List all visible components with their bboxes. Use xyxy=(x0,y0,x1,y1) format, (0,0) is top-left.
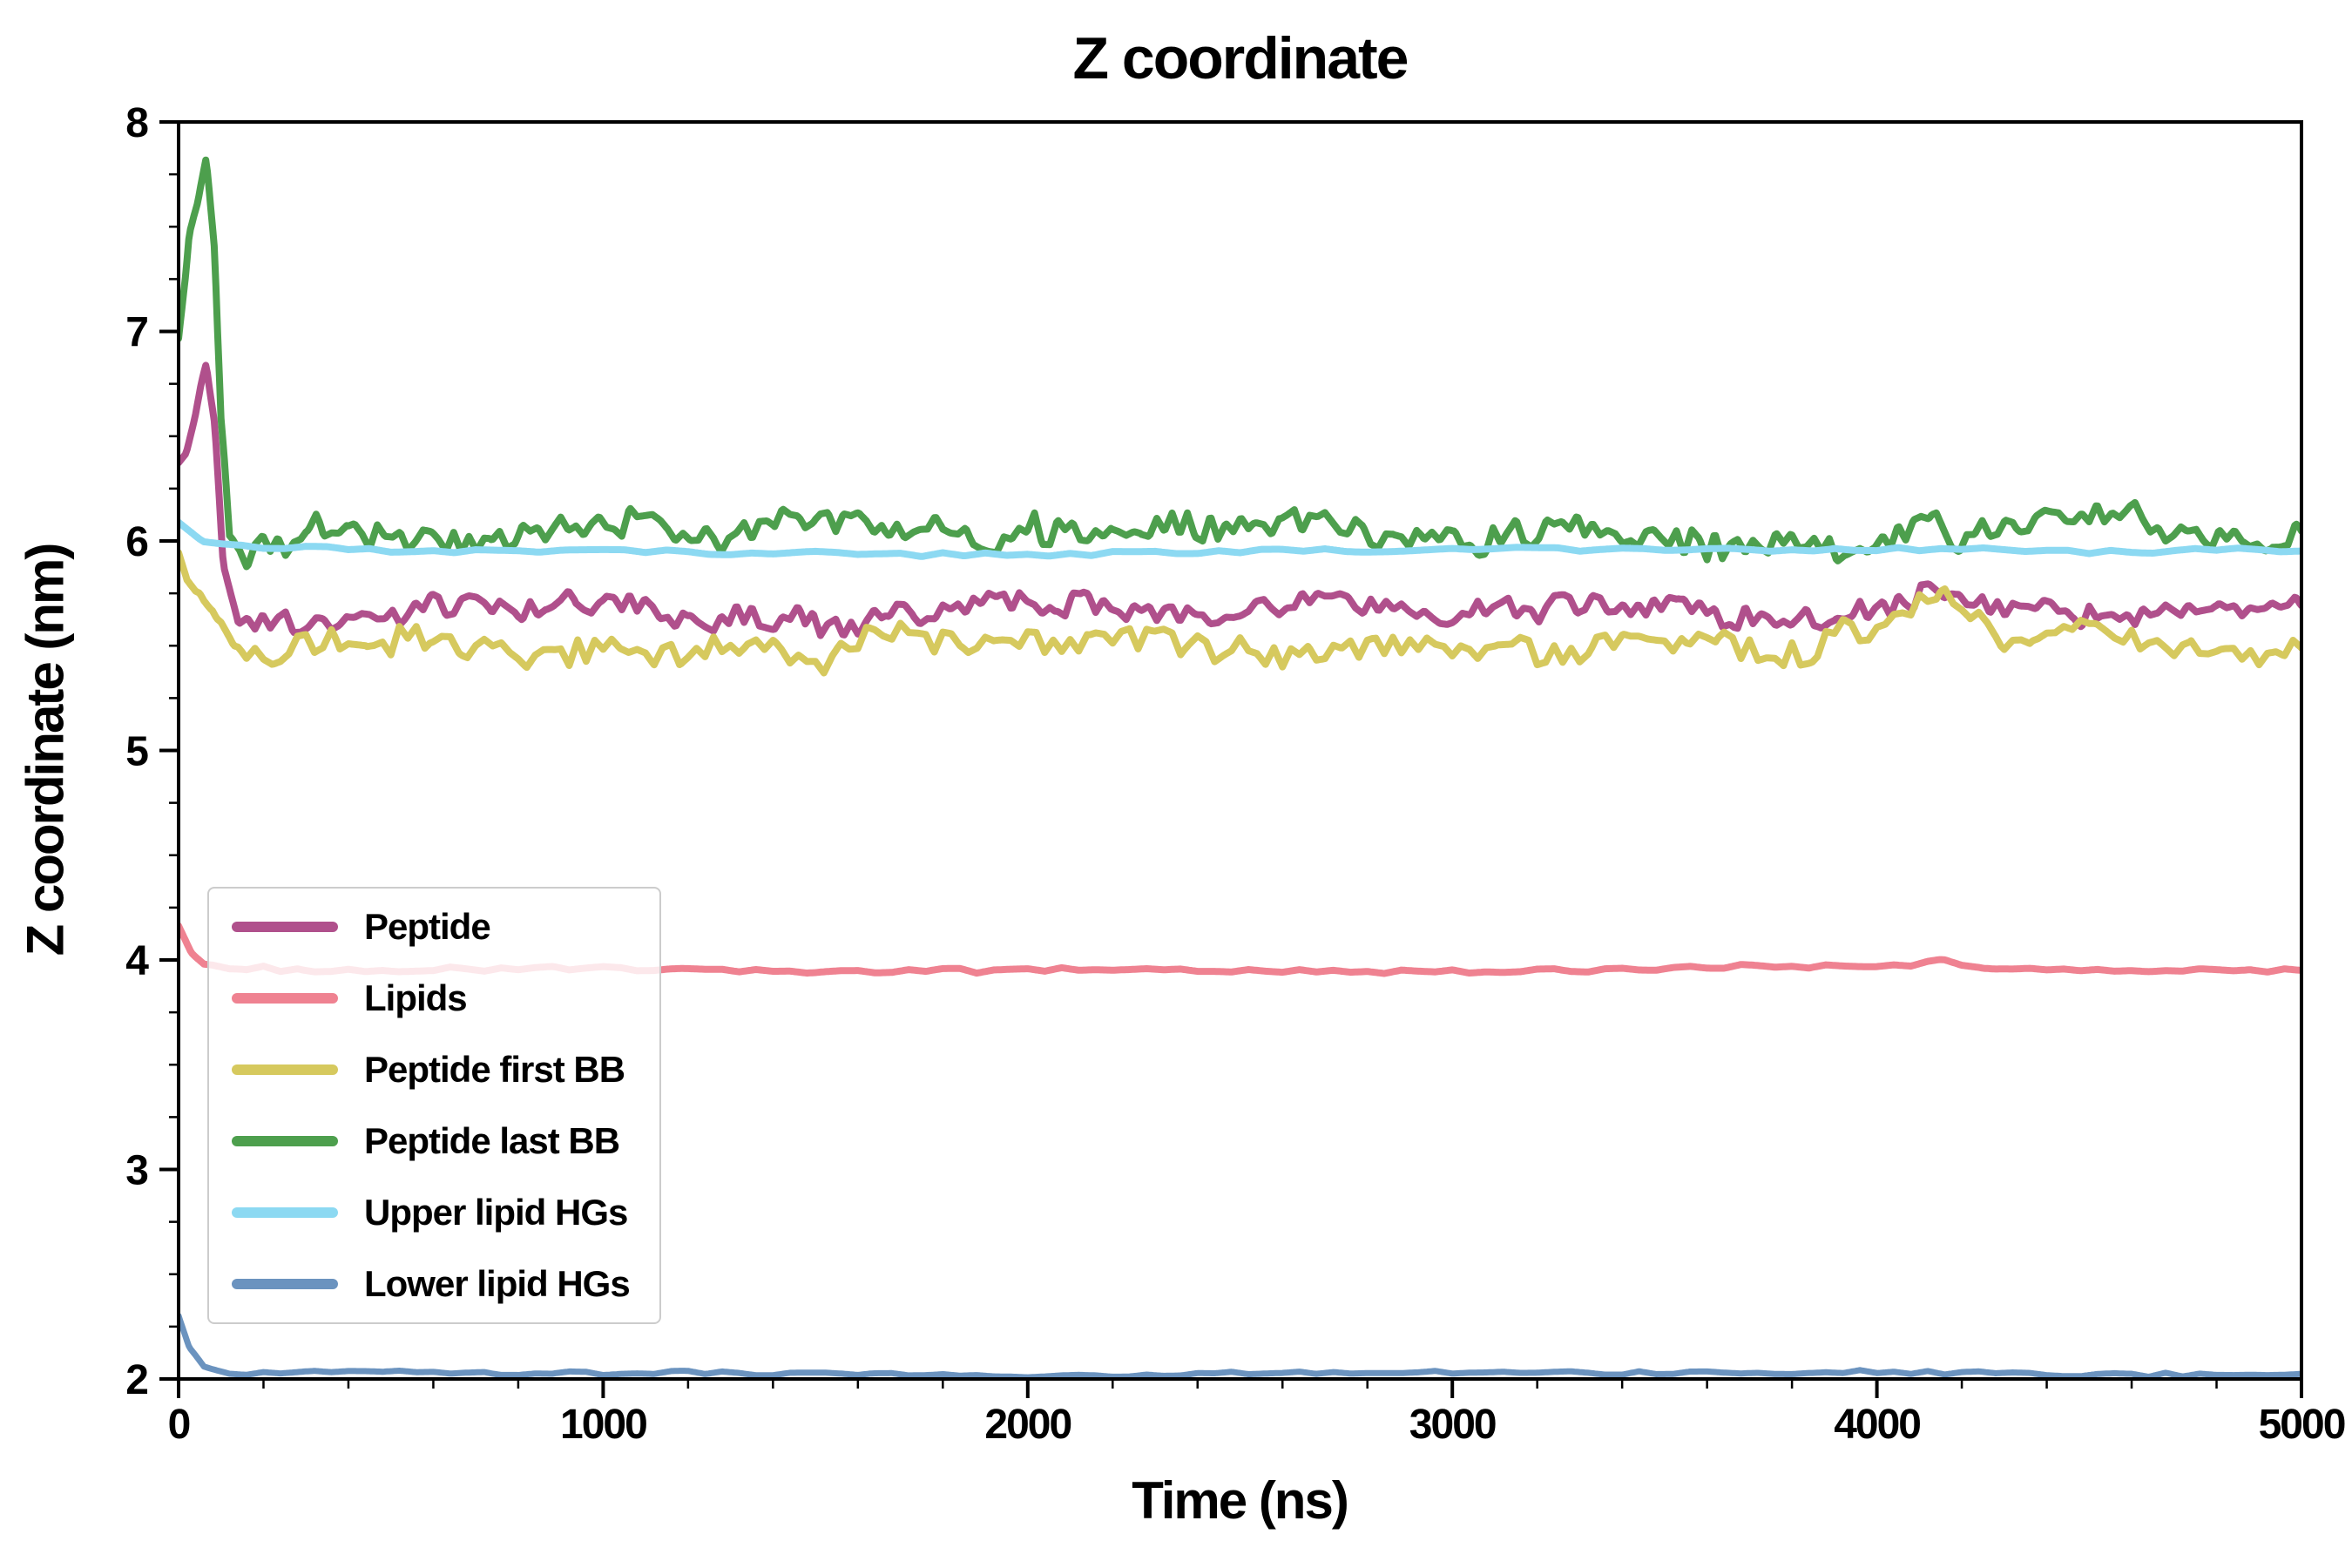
x-tick-label: 0 xyxy=(168,1402,190,1448)
plot-frame xyxy=(177,120,2303,1381)
y-tick-label: 2 xyxy=(125,1357,149,1403)
x-tick-label: 2000 xyxy=(984,1402,1071,1448)
legend-item: Peptide xyxy=(232,906,630,948)
x-tick-label: 5000 xyxy=(2259,1402,2345,1448)
legend-label: Peptide xyxy=(364,906,491,947)
legend-label: Upper lipid HGs xyxy=(364,1192,628,1233)
legend-label: Peptide last BB xyxy=(364,1120,620,1161)
legend-swatch xyxy=(232,1064,338,1075)
y-tick-label: 5 xyxy=(125,729,149,775)
y-axis-label: Z coordinate (nm) xyxy=(16,544,75,956)
series-lower-lipid-hgs xyxy=(179,1313,2301,1379)
legend-item: Lipids xyxy=(232,977,630,1019)
legend: Peptide Lipids Peptide first BB Peptide las… xyxy=(207,887,661,1324)
legend-swatch xyxy=(232,1279,338,1289)
legend-item: Upper lipid HGs xyxy=(232,1192,630,1233)
x-tick-label: 4000 xyxy=(1834,1402,1920,1448)
legend-item: Peptide first BB xyxy=(232,1049,630,1091)
legend-label: Peptide first BB xyxy=(364,1049,625,1090)
series-peptide xyxy=(179,362,2301,639)
y-tick-label: 6 xyxy=(125,519,149,565)
y-tick-label: 3 xyxy=(125,1148,149,1194)
y-tick-label: 4 xyxy=(125,938,149,984)
legend-label: Lower lipid HGs xyxy=(364,1263,631,1304)
x-axis-label: Time (ns) xyxy=(1132,1471,1349,1530)
x-tick-label: 1000 xyxy=(560,1402,646,1448)
legend-swatch xyxy=(232,1207,338,1218)
x-tick-label: 3000 xyxy=(1409,1402,1496,1448)
legend-swatch xyxy=(232,993,338,1004)
series-upper-lipid-hgs xyxy=(179,518,2301,560)
legend-swatch xyxy=(232,1136,338,1146)
y-tick-label: 8 xyxy=(125,100,149,146)
chart-title: Z coordinate xyxy=(1072,25,1409,91)
legend-item: Peptide last BB xyxy=(232,1120,630,1162)
y-tick-label: 7 xyxy=(125,310,149,356)
legend-item: Lower lipid HGs xyxy=(232,1263,631,1305)
series-peptide-last-bb xyxy=(179,156,2301,571)
legend-label: Lipids xyxy=(364,977,468,1018)
series-peptide-first-bb xyxy=(179,549,2301,677)
legend-swatch xyxy=(232,922,338,932)
